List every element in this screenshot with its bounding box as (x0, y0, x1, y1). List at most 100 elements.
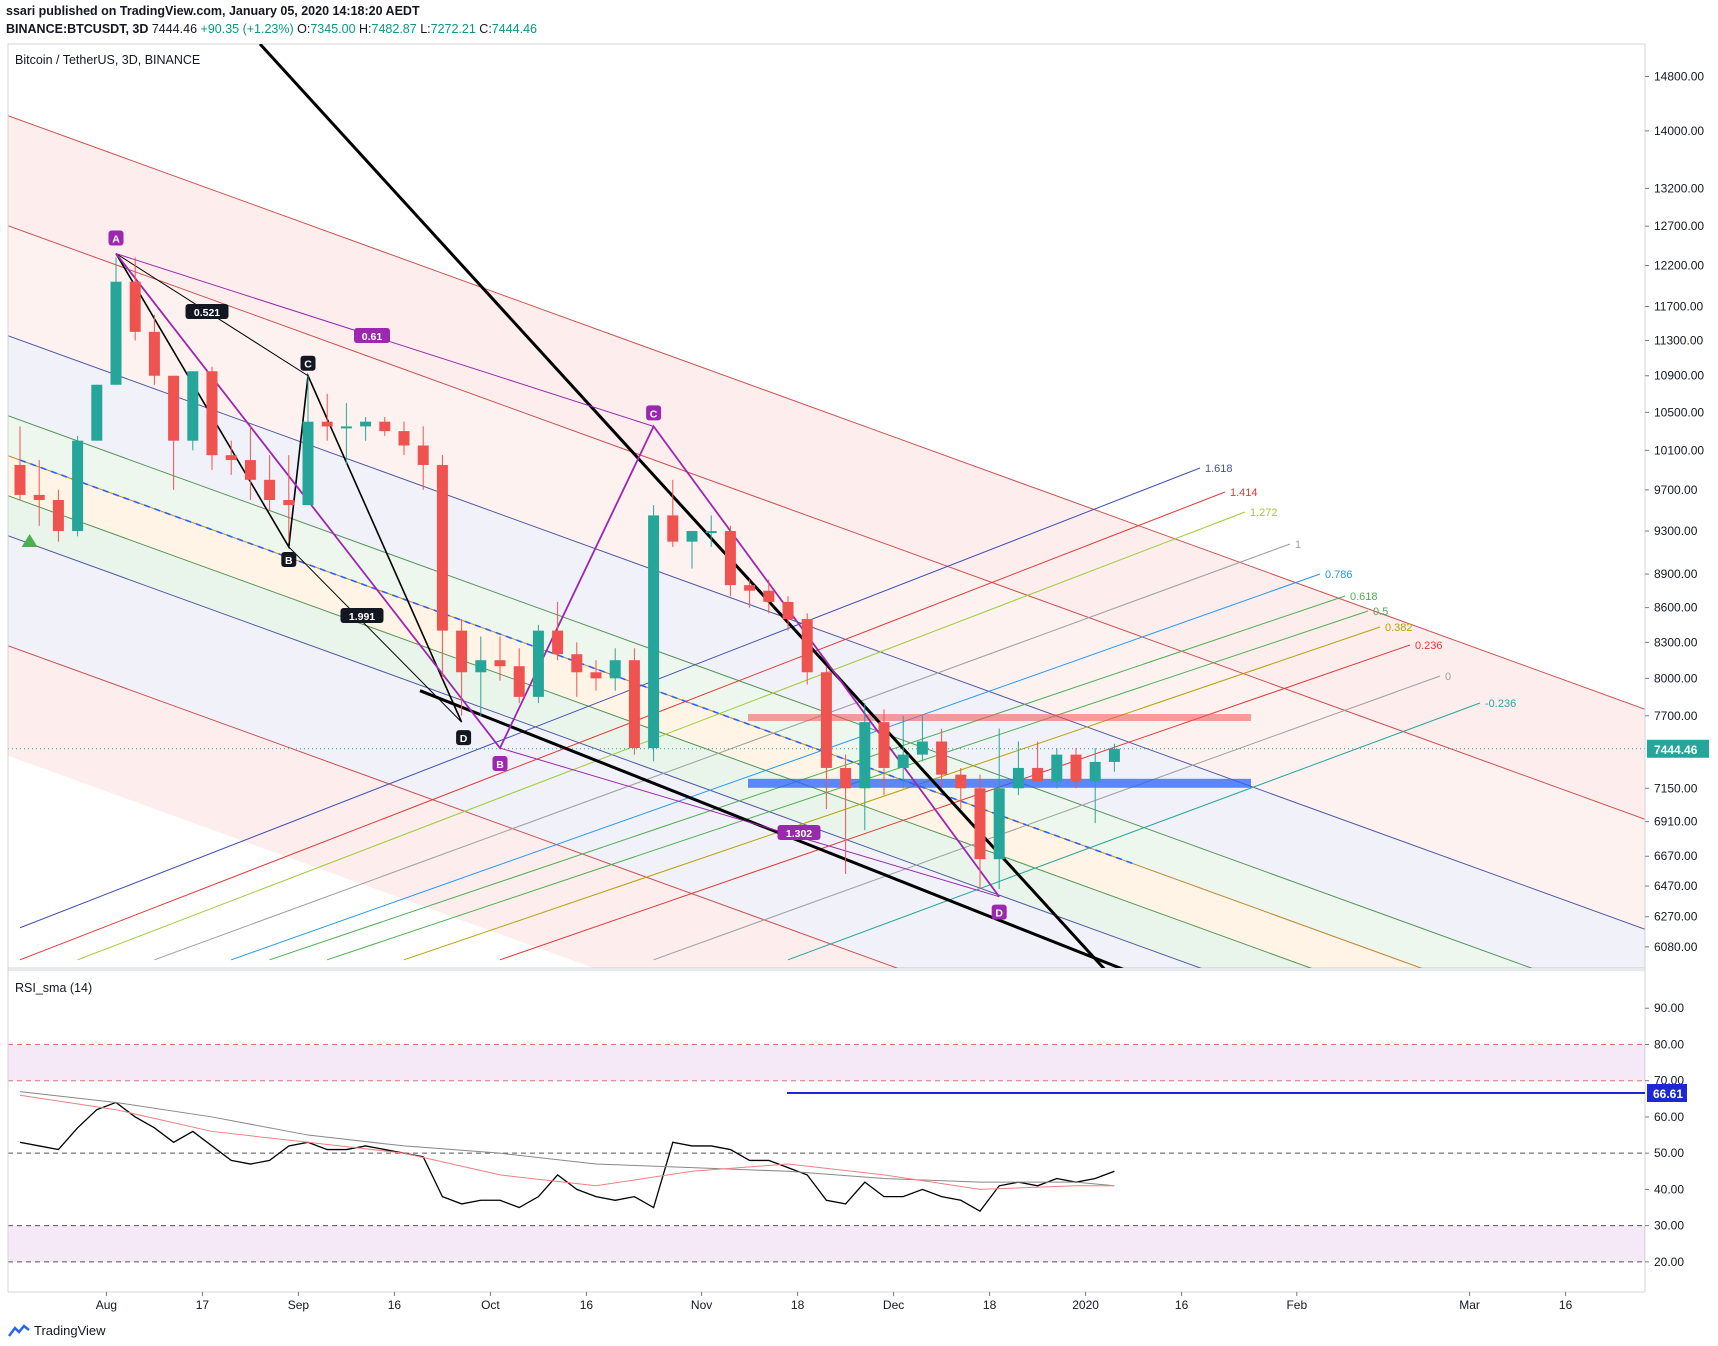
badge-text: A (112, 234, 120, 246)
candle-body (148, 331, 160, 376)
badge-bg (281, 551, 297, 567)
abcd-ratio-label: 0.521 (185, 304, 229, 319)
abcd-ratio-label: 1.991 (340, 608, 384, 623)
candle (878, 709, 890, 796)
open-value: 7345.00 (310, 22, 356, 36)
pitchfork-line (8, 225, 1645, 820)
pitchfork-line (8, 115, 1645, 710)
candle (302, 375, 314, 506)
candle-body (648, 515, 660, 749)
candle-body (436, 464, 448, 631)
candle (187, 371, 199, 451)
candle (1108, 743, 1120, 772)
candle-body (33, 494, 45, 500)
candle (321, 393, 333, 441)
fib-level-label: 0.786 (1325, 569, 1353, 581)
candle-body (321, 421, 333, 427)
tradingview-footer: TradingView (8, 1323, 106, 1338)
badge-text: D (995, 908, 1003, 920)
time-tick-label: 16 (1175, 1298, 1189, 1312)
main-pane-frame (7, 43, 1646, 969)
pitchfork-line (8, 645, 899, 968)
candle (955, 767, 967, 810)
candle (916, 715, 928, 762)
rsi-tick-label: 60.00 (1654, 1110, 1684, 1124)
badge-bg (456, 730, 472, 746)
candle-body (360, 421, 372, 427)
candle-body (1012, 767, 1024, 789)
rsi-tick-label: 20.00 (1654, 1255, 1684, 1269)
candle-body (916, 741, 928, 755)
close-value: 7444.46 (491, 22, 537, 36)
candle (705, 515, 717, 547)
candle (436, 455, 448, 679)
candle-body (52, 499, 64, 532)
candle (475, 636, 487, 716)
fib-fan-line (269, 595, 1346, 961)
rsi-marker-tag-text: 66.61 (1653, 1087, 1683, 1101)
candle-body (91, 384, 103, 441)
tradingview-logo-icon (8, 1323, 30, 1337)
price-tick-label: 9300.00 (1654, 524, 1698, 538)
time-tick-label: Dec (883, 1298, 904, 1312)
candle (494, 636, 506, 681)
candle-body (705, 531, 717, 534)
candle (340, 403, 352, 465)
rsi-marker-tag: 66.61 (1647, 1083, 1687, 1102)
price-tick-label: 8300.00 (1654, 635, 1698, 649)
rsi-ma-red-line (19, 1094, 1115, 1190)
candle (244, 426, 256, 500)
price-tick-label: 7700.00 (1654, 709, 1698, 723)
low-value: 7272.21 (430, 22, 476, 36)
candle-body (993, 788, 1005, 860)
candle (897, 715, 909, 789)
candle-body (878, 722, 890, 768)
price-tick-label: 12700.00 (1654, 219, 1704, 233)
candle-body (1070, 754, 1082, 782)
abcd-bd-line (288, 546, 462, 723)
ohlc-header: BINANCE:BTCUSDT, 3D 7444.46 +90.35 (+1.2… (6, 22, 537, 36)
candle (513, 648, 525, 704)
candle (648, 505, 660, 762)
descending-trendline (258, 44, 1106, 968)
last-price-tag: 7444.46 (1647, 739, 1709, 758)
candle (686, 531, 698, 569)
symbol: BINANCE:BTCUSDT, 3D (6, 22, 149, 36)
last-price: 7444.46 (151, 22, 198, 36)
fib-level-label: 0.5 (1373, 606, 1388, 618)
candle (52, 489, 64, 542)
price-tick-label: 8000.00 (1654, 671, 1698, 685)
author: ssari published on TradingView.com, Janu… (6, 4, 420, 18)
price-tick-label: 6670.00 (1654, 849, 1698, 863)
badge-bg (354, 328, 390, 343)
time-tick-label: Sep (288, 1298, 310, 1312)
time-tick-label: Mar (1459, 1298, 1480, 1312)
candle (379, 416, 391, 436)
badge-text: B (496, 759, 504, 771)
badge-text: 1.991 (349, 611, 375, 623)
candle (801, 613, 813, 685)
fib-fan-line (787, 702, 1481, 961)
candle (168, 375, 180, 490)
candle-body (379, 421, 391, 432)
abcd-point-label: B (281, 551, 297, 567)
fib-fan-line (231, 573, 1321, 961)
high-label: H: (359, 22, 372, 36)
price-tick-label: 9700.00 (1654, 483, 1698, 497)
price-tick-label: 6080.00 (1654, 940, 1698, 954)
candle (590, 660, 602, 691)
candle-body (974, 788, 986, 860)
candle (1051, 748, 1063, 789)
rsi-title: RSI_sma (14) (15, 981, 92, 995)
candle-body (571, 654, 583, 673)
time-tick-label: Oct (481, 1298, 500, 1312)
candle (820, 666, 832, 810)
candle-body (801, 619, 813, 673)
fib-fan-line (19, 491, 1226, 961)
candle (1012, 741, 1024, 796)
candle-body (225, 455, 237, 461)
candle (456, 619, 468, 716)
candle-body (72, 440, 84, 532)
price-tick-label: 8900.00 (1654, 567, 1698, 581)
